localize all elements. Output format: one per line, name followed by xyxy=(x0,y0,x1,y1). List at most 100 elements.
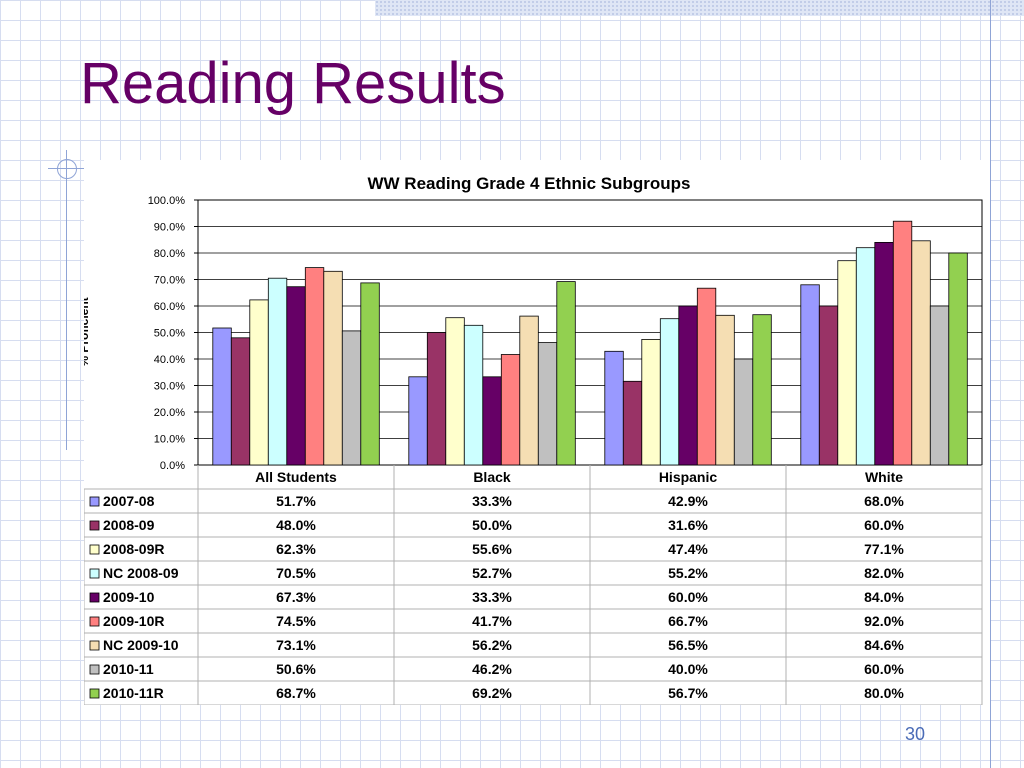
data-table-value: 50.6% xyxy=(276,661,316,677)
bar xyxy=(445,317,465,466)
bar xyxy=(286,286,306,466)
data-table-value: 74.5% xyxy=(276,613,316,629)
data-table-value: 62.3% xyxy=(276,541,316,557)
y-tick-label: 80.0% xyxy=(154,248,185,260)
bar xyxy=(463,324,484,466)
legend-label: NC 2008-09 xyxy=(103,565,179,581)
bar xyxy=(929,305,950,466)
bar-chart: WW Reading Grade 4 Ethnic Subgroups 0.0% 1… xyxy=(84,174,983,705)
data-table-value: 42.9% xyxy=(668,493,708,509)
y-tick-label: 90.0% xyxy=(154,222,185,234)
bar xyxy=(212,327,232,466)
data-table-value: 52.7% xyxy=(472,565,512,581)
data-table-value: 33.3% xyxy=(472,589,512,605)
data-table-value: 56.7% xyxy=(668,685,708,701)
y-tick-label: 70.0% xyxy=(154,275,185,287)
bar xyxy=(752,314,772,466)
bar xyxy=(249,299,269,466)
bar xyxy=(659,318,680,466)
bar xyxy=(230,337,251,466)
decorative-circle xyxy=(57,159,77,179)
bar xyxy=(678,305,698,466)
bar xyxy=(733,358,754,466)
data-table-value: 55.6% xyxy=(472,541,512,557)
data-table-value: 69.2% xyxy=(472,685,512,701)
x-tick-label: All Students xyxy=(255,469,337,485)
data-table-value: 84.6% xyxy=(864,637,904,653)
y-tick-label: 0.0% xyxy=(160,460,185,472)
data-table-value: 56.2% xyxy=(472,637,512,653)
legend-label: 2008-09 xyxy=(103,517,155,533)
y-tick-label: 10.0% xyxy=(154,434,185,446)
bar xyxy=(519,315,539,466)
data-table-value: 70.5% xyxy=(276,565,316,581)
data-table-value: 55.2% xyxy=(668,565,708,581)
bar xyxy=(556,281,576,466)
data-table-value: 56.5% xyxy=(668,637,708,653)
bar xyxy=(911,240,931,466)
x-tick-label: Hispanic xyxy=(659,469,718,485)
data-table-value: 33.3% xyxy=(472,493,512,509)
chart-container: WW Reading Grade 4 Ethnic Subgroups 0.0% 1… xyxy=(84,160,990,705)
legend-label: 2009-10R xyxy=(103,613,165,629)
data-table-value: 80.0% xyxy=(864,685,904,701)
bar xyxy=(323,270,343,466)
bar xyxy=(408,376,428,466)
data-table-value: 82.0% xyxy=(864,565,904,581)
legend-label: 2008-09R xyxy=(103,541,165,557)
bar xyxy=(715,314,735,466)
data-table-value: 40.0% xyxy=(668,661,708,677)
data-table-value: 77.1% xyxy=(864,541,904,557)
bar xyxy=(341,330,362,466)
legend-label: 2010-11 xyxy=(103,661,154,677)
bar xyxy=(818,305,839,466)
decorative-left-rule xyxy=(66,150,67,450)
y-tick-label: 60.0% xyxy=(154,301,185,313)
data-table-value: 51.7% xyxy=(276,493,316,509)
data-table-value: 47.4% xyxy=(668,541,708,557)
bar xyxy=(696,287,717,466)
slide-title: Reading Results xyxy=(80,51,506,116)
y-tick-label: 20.0% xyxy=(154,407,185,419)
legend-label: 2010-11R xyxy=(103,685,164,701)
legend-label: 2009-10 xyxy=(103,589,155,605)
bar xyxy=(641,338,661,466)
y-tick-label: 50.0% xyxy=(154,328,185,340)
y-tick-label: 40.0% xyxy=(154,354,185,366)
data-table-value: 41.7% xyxy=(472,613,512,629)
legend-label: NC 2009-10 xyxy=(103,637,179,653)
x-tick-label: Black xyxy=(473,469,511,485)
data-table-value: 67.3% xyxy=(276,589,316,605)
bar xyxy=(948,252,968,466)
bar xyxy=(604,350,624,466)
legend-swatch xyxy=(89,496,100,507)
data-table-value: 46.2% xyxy=(472,661,512,677)
legend-swatch xyxy=(89,544,100,555)
data-table-value: 60.0% xyxy=(864,517,904,533)
bar xyxy=(837,260,857,466)
bar xyxy=(800,284,820,466)
legend-swatch xyxy=(89,568,100,579)
bar xyxy=(267,277,288,466)
bar xyxy=(360,282,380,466)
bar xyxy=(304,267,325,466)
decorative-vertical-rule xyxy=(990,0,991,768)
data-table-value: 60.0% xyxy=(668,589,708,605)
data-table-value: 50.0% xyxy=(472,517,512,533)
bar xyxy=(537,342,558,466)
legend-swatch xyxy=(89,640,100,651)
legend-swatch xyxy=(89,520,100,531)
bar xyxy=(892,220,913,466)
bar xyxy=(500,354,521,466)
legend-label: 2007-08 xyxy=(103,493,155,509)
chart-title: WW Reading Grade 4 Ethnic Subgroups xyxy=(367,174,690,193)
bar xyxy=(855,247,876,466)
data-table-value: 31.6% xyxy=(668,517,708,533)
data-table-value: 73.1% xyxy=(276,637,316,653)
x-tick-label: White xyxy=(865,469,903,485)
legend-swatch xyxy=(89,664,100,675)
data-table-value: 92.0% xyxy=(864,613,904,629)
data-table-value: 60.0% xyxy=(864,661,904,677)
bar xyxy=(622,380,643,466)
bar xyxy=(874,242,894,466)
